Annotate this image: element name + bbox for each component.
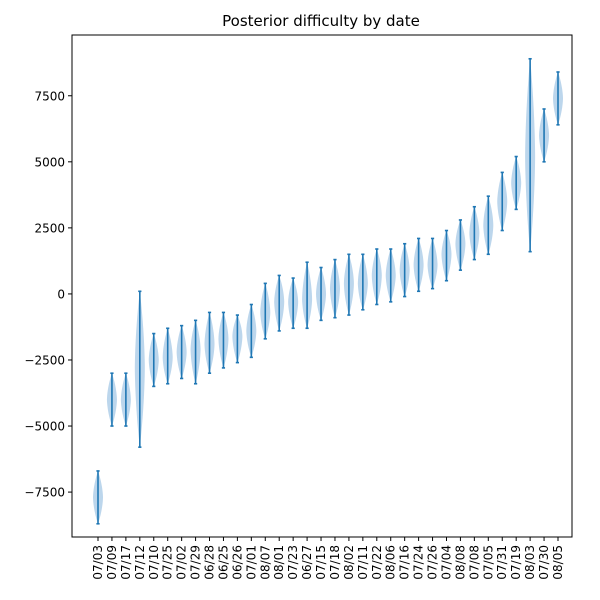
x-tick-label: 08/07 [258,545,272,580]
violin-08-02 [343,253,354,316]
x-tick-label: 07/29 [189,545,203,580]
violin-06-28 [204,311,215,374]
violin-07-24 [413,237,424,293]
violin-07-31 [497,171,508,232]
violin-07-12 [134,290,145,448]
violin-07-08 [469,205,480,261]
x-tick-label: 07/25 [161,545,175,580]
x-tick-label: 07/09 [105,545,119,580]
x-tick-label: 07/04 [439,545,453,580]
violin-06-26 [232,314,243,364]
x-tick-label: 07/22 [370,545,384,580]
x-tick-label: 07/05 [481,545,495,580]
violin-07-17 [120,372,131,427]
x-tick-label: 07/23 [286,545,300,580]
violin-marks [93,57,563,525]
violin-07-16 [399,242,410,298]
x-tick-label: 08/08 [453,545,467,580]
x-tick-label: 06/27 [300,545,314,580]
violin-07-03 [93,470,103,525]
violin-07-04 [441,229,452,282]
x-tick-label: 07/19 [509,545,523,580]
x-tick-label: 07/24 [412,545,426,580]
x-tick-label: 07/10 [147,545,161,580]
x-tick-label: 08/02 [342,545,356,580]
y-axis: −7500 −5000 −2500 0 2500 5000 7500 [24,89,72,500]
x-tick-label: 07/02 [175,545,189,580]
y-tick-label: −5000 [24,420,65,434]
violin-07-19 [511,155,522,211]
violin-07-09 [106,372,117,427]
violin-07-18 [329,258,340,319]
x-tick-label: 06/28 [203,545,217,580]
violin-07-25 [162,327,173,385]
violin-07-05 [483,195,494,256]
x-tick-label: 07/17 [119,545,133,580]
violin-08-03 [525,57,536,253]
violin-07-10 [148,332,159,388]
violin-08-01 [274,274,285,332]
x-tick-label: 07/15 [314,545,328,580]
violin-07-11 [357,253,368,311]
x-axis: 07/03 07/09 07/17 07/12 07/10 07/25 07/02 07/29… [91,537,565,580]
x-tick-label: 07/12 [133,545,147,580]
x-tick-label: 07/18 [328,545,342,580]
x-tick-label: 07/11 [356,545,370,580]
x-tick-label: 07/31 [495,545,509,580]
y-tick-label: 0 [57,287,65,301]
violin-06-25 [218,311,229,369]
plot-frame [71,34,573,538]
y-tick-label: 5000 [34,155,65,169]
chart-title: Posterior difficulty by date [222,12,420,30]
y-tick-label: 2500 [34,221,65,235]
x-tick-label: 08/06 [384,545,398,580]
violin-07-15 [316,266,327,322]
violin-07-01 [246,303,257,359]
violin-08-08 [455,219,466,271]
violin-07-29 [190,319,201,385]
y-tick-label: −7500 [24,486,65,500]
violin-08-06 [385,248,396,303]
violin-07-26 [427,237,438,290]
x-tick-label: 07/26 [426,545,440,580]
violin-08-07 [260,282,271,340]
x-tick-label: 07/30 [537,545,551,580]
y-tick-label: 7500 [34,89,65,103]
violin-07-02 [176,324,187,380]
x-tick-label: 08/03 [523,545,537,580]
violin-07-22 [371,248,382,306]
x-tick-label: 06/26 [230,545,244,580]
violin-07-23 [288,277,299,330]
x-tick-label: 07/03 [91,545,105,580]
x-tick-label: 08/01 [272,545,286,580]
x-tick-label: 06/25 [216,545,230,580]
x-tick-label: 08/05 [551,545,565,580]
violin-08-05 [553,71,563,126]
violin-06-27 [302,261,313,330]
x-tick-label: 07/16 [398,545,412,580]
x-tick-label: 07/08 [467,545,481,580]
y-tick-label: −2500 [24,353,65,367]
x-tick-label: 07/01 [244,545,258,580]
violin-07-30 [539,108,550,163]
